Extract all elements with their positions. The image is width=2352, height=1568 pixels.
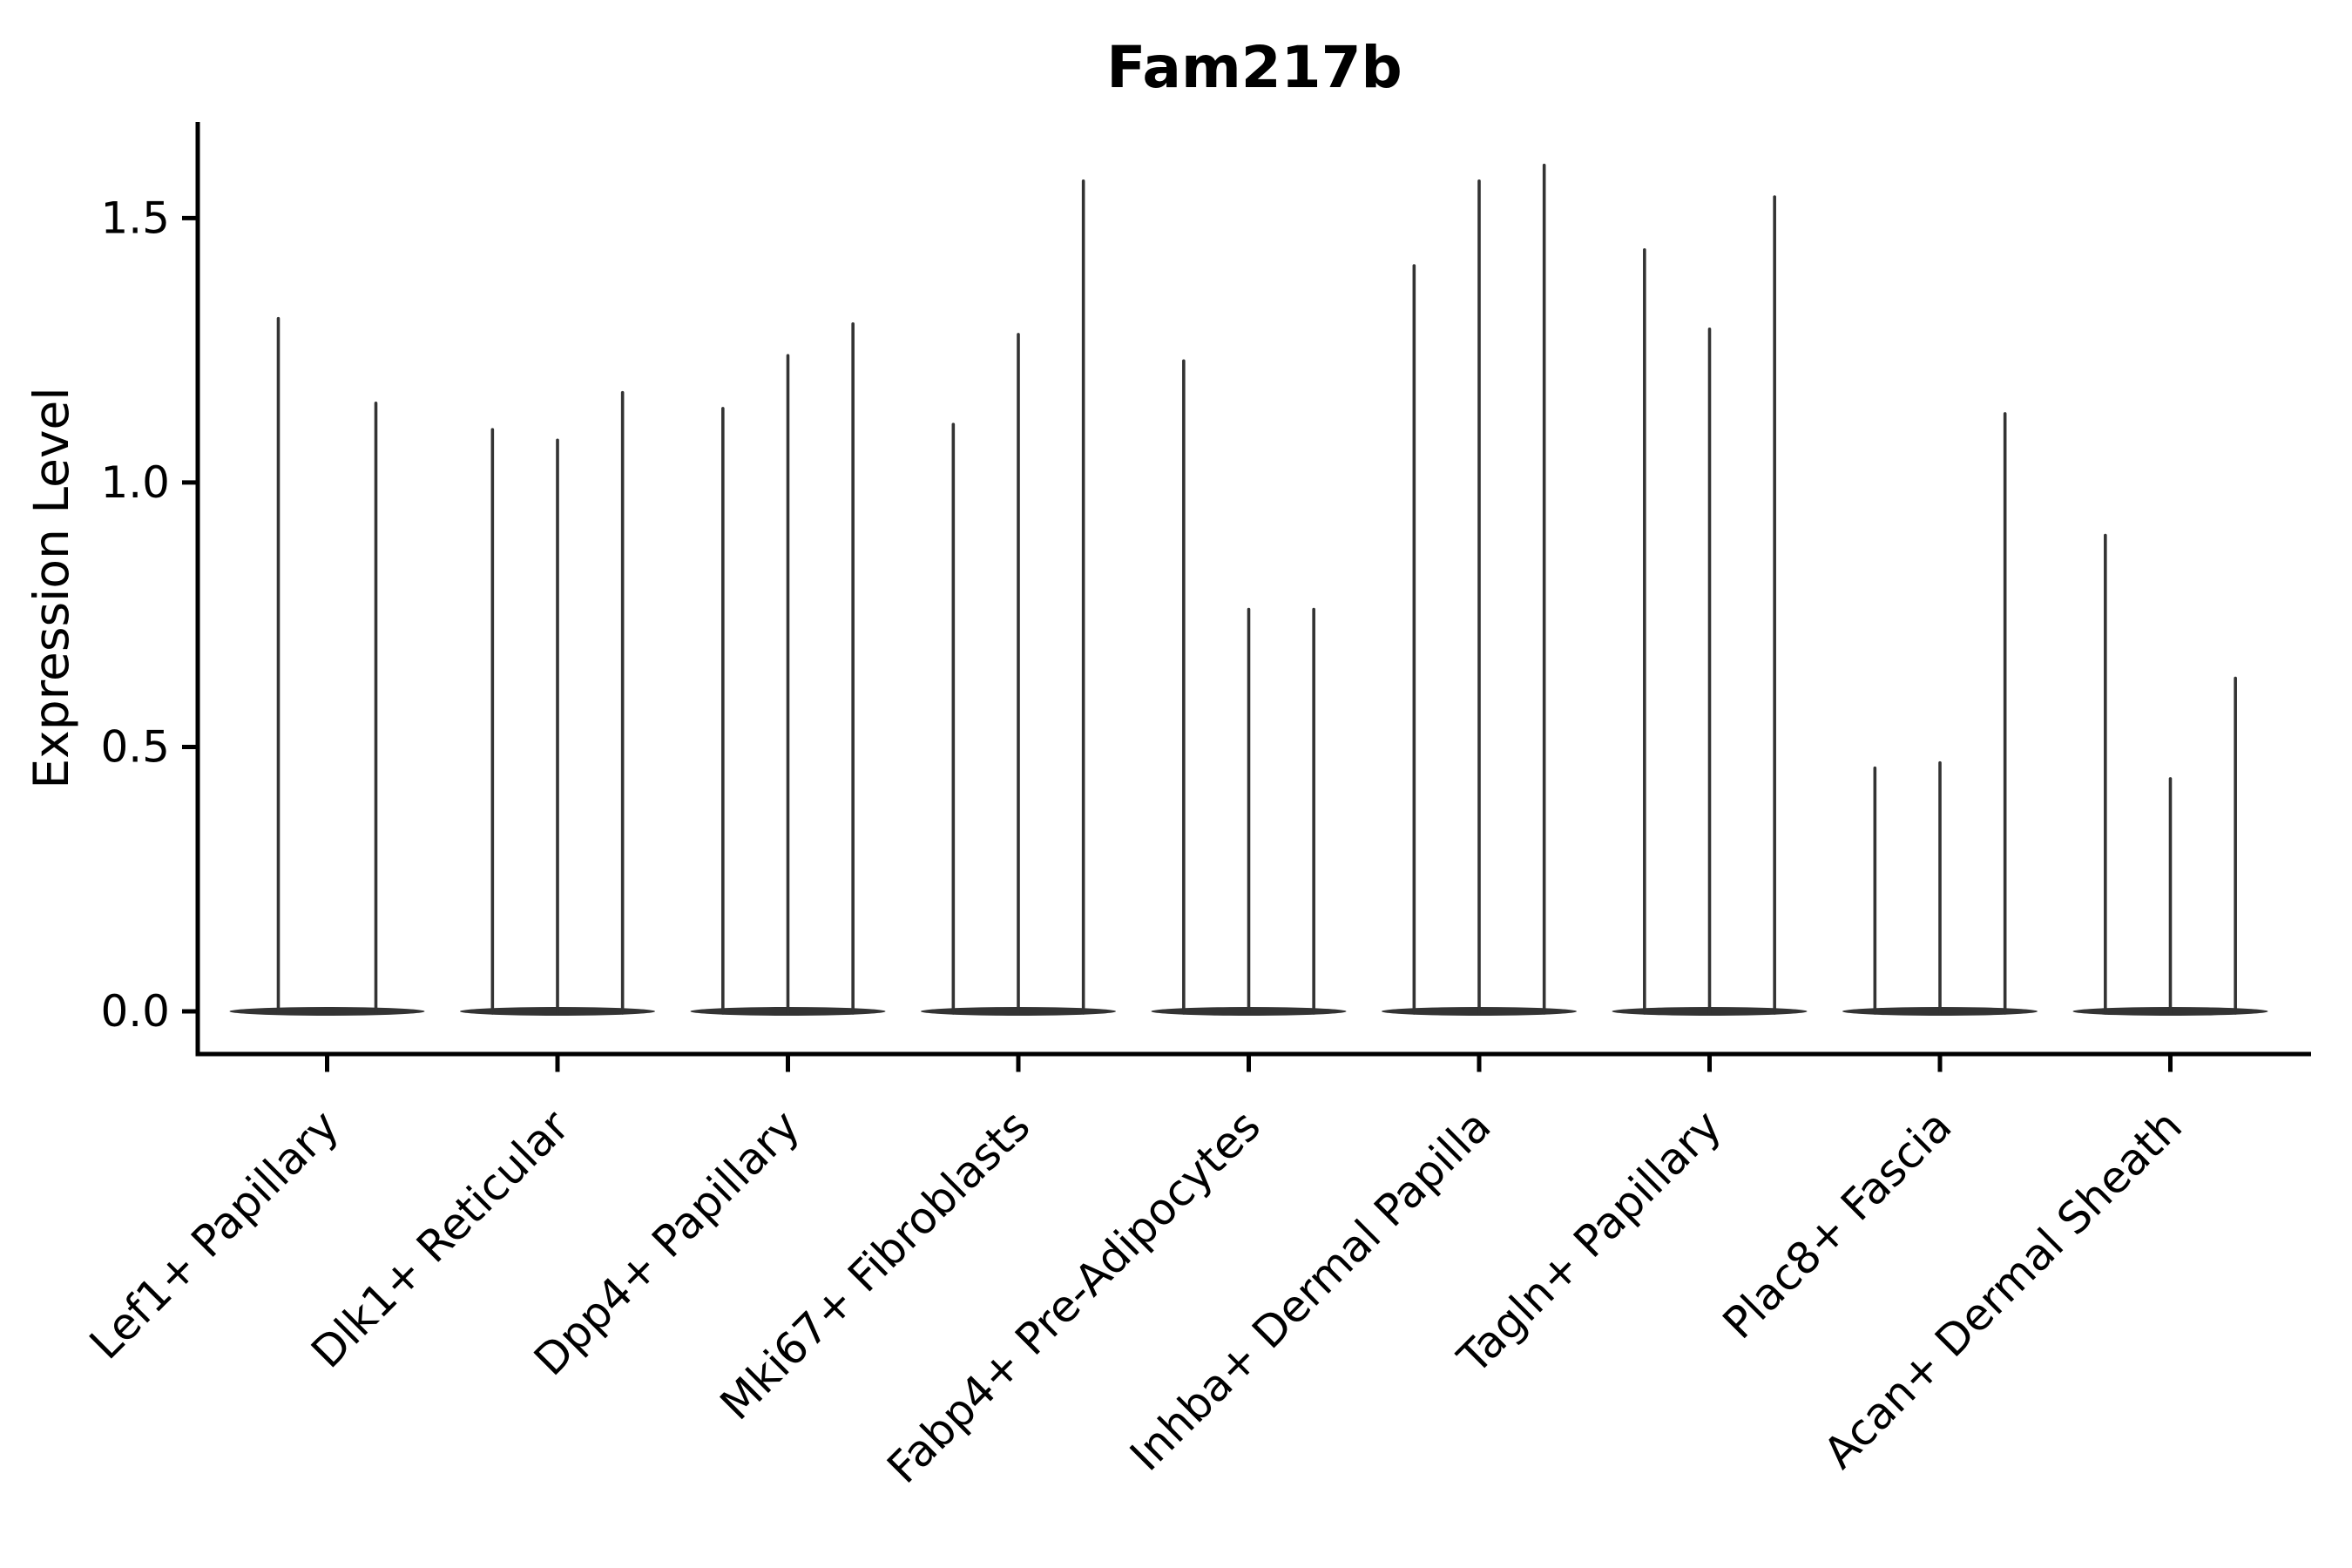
chart-title: Fam217b bbox=[1106, 34, 1402, 101]
violin-group-5 bbox=[1151, 359, 1347, 1016]
violin-group-6 bbox=[1382, 163, 1577, 1016]
violin-group-7 bbox=[1612, 195, 1808, 1016]
violin-group-1 bbox=[229, 316, 425, 1016]
y-tick-label: 0.0 bbox=[100, 986, 170, 1037]
y-tick-label: 1.0 bbox=[100, 457, 170, 508]
violin-group-3 bbox=[690, 321, 886, 1016]
x-tick-label: Plac8+ Fascia bbox=[1713, 1100, 1962, 1348]
violin-base bbox=[229, 1007, 425, 1016]
x-tick-label: Fabp4+ Pre-Adipocytes bbox=[877, 1100, 1270, 1493]
violin-group-8 bbox=[1842, 412, 2038, 1016]
violin-group-9 bbox=[2072, 533, 2268, 1016]
y-tick-label: 1.5 bbox=[100, 193, 170, 243]
violin-group-2 bbox=[460, 390, 655, 1016]
y-tick-label: 0.5 bbox=[100, 721, 170, 772]
x-tick-label: Lef1+ Papillary bbox=[80, 1100, 348, 1369]
axes-layer: 0.0 0.5 1.0 1.5 bbox=[100, 122, 2311, 1072]
violin-layer bbox=[229, 163, 2268, 1016]
y-axis-label: Expression Level bbox=[24, 387, 79, 788]
violin-group-4 bbox=[921, 179, 1116, 1016]
